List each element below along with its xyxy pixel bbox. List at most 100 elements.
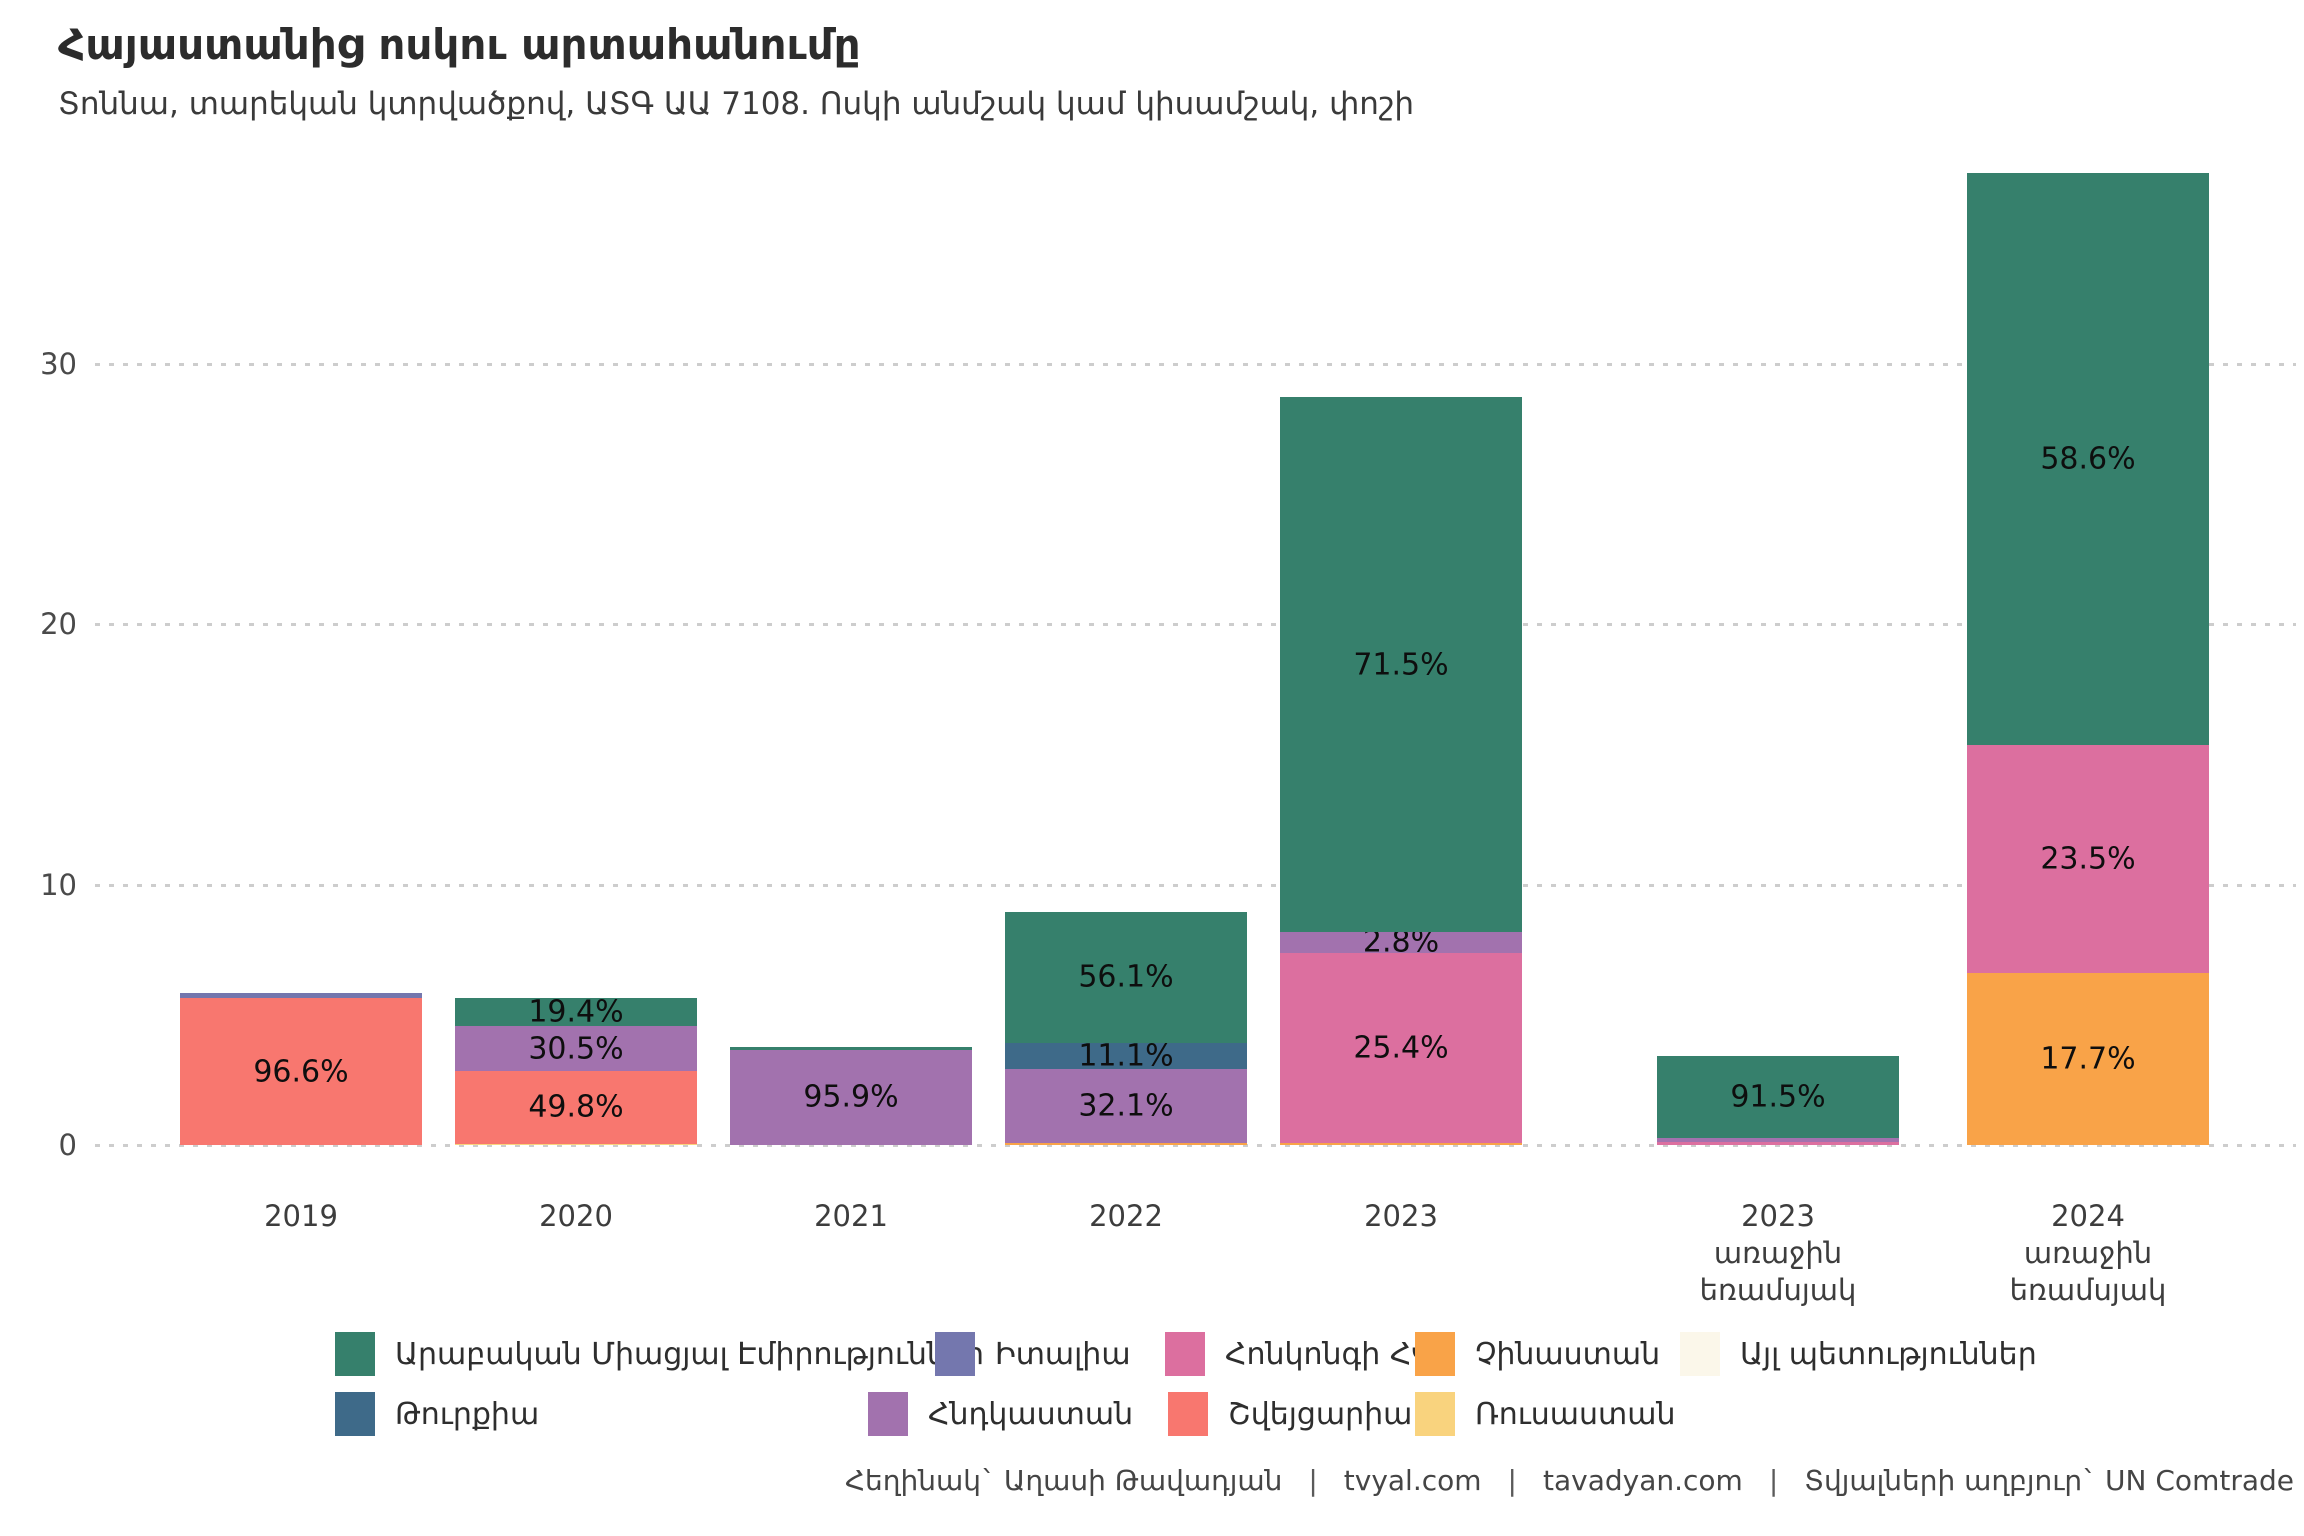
bar-segment-2020-uae (455, 998, 697, 1027)
legend-label-italy: Իտալիա (995, 1336, 1131, 1372)
x-axis-label-2024-first-half: 2024 առաջին եռամսյակ (2010, 1198, 2167, 1309)
bar-segment-2023-india (1280, 931, 1522, 953)
x-axis-label-line: եռամսյակ (2009, 1273, 2167, 1307)
gridline-20 (95, 623, 2296, 626)
legend-item-hongkong: Հոնկոնգի ՀՎՇ (1165, 1331, 1457, 1377)
bar-segment-2022-turkey (1005, 1042, 1247, 1069)
x-axis-label-line: 2023 (1364, 1199, 1438, 1233)
chart-title: Հայաստանից ոսկու արտահանումը (58, 20, 861, 69)
x-axis-label-line: 2023 (1741, 1199, 1815, 1233)
legend-swatch-hongkong (1165, 1332, 1205, 1376)
footer-link-tvyal[interactable]: tvyal.com (1343, 1464, 1482, 1497)
legend-item-russia: Ռուսաստան (1415, 1391, 1676, 1437)
segment-label-2020-switzerland: 49.8% (528, 1089, 624, 1125)
segment-label-2022-india: 32.1% (1078, 1088, 1174, 1124)
segment-label-2019-switzerland: 96.6% (253, 1054, 349, 1090)
bar-segment-2023-china (1280, 1142, 1522, 1145)
bar-segment-2020-switzerland (455, 1071, 697, 1144)
footer-author: Հեղինակ` Աղասի Թավադյան (844, 1464, 1283, 1497)
x-axis-label-2020: 2020 (539, 1198, 613, 1235)
bar-segment-2023-first-half-india (1657, 1137, 1899, 1142)
bar-segment-2024-first-half-uae (1967, 173, 2209, 745)
segment-label-2024-first-half-uae: 58.6% (2040, 441, 2136, 477)
x-axis-label-line: առաջին (1713, 1236, 1843, 1270)
bar-segment-2024-first-half-hongkong (1967, 744, 2209, 974)
x-axis-label-line: 2024 (2051, 1199, 2125, 1233)
segment-label-2022-uae: 56.1% (1078, 959, 1174, 995)
legend-swatch-uae (335, 1332, 375, 1376)
bar-segment-2022-china (1005, 1143, 1247, 1145)
x-axis-label-line: 2022 (1089, 1199, 1163, 1233)
y-axis-tick-10: 10 (40, 867, 77, 902)
legend-label-china: Չինաստան (1475, 1336, 1661, 1372)
y-axis-tick-30: 30 (40, 346, 77, 381)
legend-swatch-china (1415, 1332, 1455, 1376)
legend-label-other: Այլ պետություններ (1740, 1336, 2037, 1372)
legend-label-russia: Ռուսաստան (1475, 1396, 1676, 1432)
footer: Հեղինակ` Աղասի Թավադյան | tvyal.com | ta… (845, 1464, 2294, 1497)
bar-segment-2021-uae (730, 1047, 972, 1050)
segment-label-2020-uae: 19.4% (528, 994, 624, 1030)
bar-segment-2023-first-half-hongkong (1657, 1141, 1899, 1145)
footer-separator: | (1308, 1464, 1318, 1497)
legend-label-turkey: Թուրքիա (395, 1396, 540, 1432)
chart-subtitle: Տոննա, տարեկան կտրվածքով, ԱՏԳ ԱԱ 7108. Ո… (58, 86, 1415, 122)
legend-item-italy: Իտալիա (935, 1331, 1131, 1377)
footer-data-source: Տվյալների աղբյուր` UN Comtrade (1804, 1464, 2294, 1497)
footer-link-tavadyan[interactable]: tavadyan.com (1542, 1464, 1743, 1497)
legend-swatch-switzerland (1168, 1392, 1208, 1436)
footer-separator: | (1507, 1464, 1517, 1497)
gridline-10 (95, 883, 2296, 887)
gridline-30 (95, 362, 2296, 366)
x-axis-label-line: առաջին (2023, 1236, 2153, 1270)
bar-segment-2020-russia (455, 1143, 697, 1145)
legend-label-switzerland: Շվեյցարիա (1228, 1396, 1413, 1432)
legend-swatch-other (1680, 1332, 1720, 1376)
bar-segment-2024-first-half-china (1967, 973, 2209, 1145)
x-axis-label-2023: 2023 (1364, 1198, 1438, 1235)
legend-label-uae: Արաբական Միացյալ Էմիրություններ (395, 1336, 984, 1372)
gridline-0 (95, 1144, 2296, 1147)
legend-item-china: Չինաստան (1415, 1331, 1660, 1377)
x-axis-label-line: 2019 (264, 1199, 338, 1233)
segment-label-2021-india: 95.9% (803, 1079, 899, 1115)
bar-segment-2022-india (1005, 1068, 1247, 1144)
x-axis-label-line: 2020 (539, 1199, 613, 1233)
legend-label-india: Հնդկաստան (928, 1396, 1134, 1432)
legend-item-switzerland: Շվեյցարիա (1168, 1391, 1412, 1437)
x-axis-label-line: եռամսյակ (1699, 1273, 1857, 1307)
legend-item-uae: Արաբական Միացյալ Էմիրություններ (335, 1331, 984, 1377)
bar-segment-2022-uae (1005, 912, 1247, 1043)
legend-item-other: Այլ պետություններ (1680, 1331, 2037, 1377)
legend-swatch-italy (935, 1332, 975, 1376)
segment-label-2022-turkey: 11.1% (1078, 1038, 1174, 1074)
bar-segment-2021-india (730, 1049, 972, 1145)
x-axis-label-2021: 2021 (814, 1198, 888, 1235)
legend-swatch-russia (1415, 1392, 1455, 1436)
bar-segment-2023-uae (1280, 397, 1522, 932)
x-axis-label-2019: 2019 (264, 1198, 338, 1235)
x-axis-label-2022: 2022 (1089, 1198, 1163, 1235)
x-axis-label-2023-first-half: 2023 առաջին եռամսյակ (1700, 1198, 1857, 1309)
segment-label-2020-india: 30.5% (528, 1031, 624, 1067)
y-axis-tick-20: 20 (40, 607, 77, 641)
bar-segment-2019-italy (180, 993, 422, 999)
bar-segment-2023-hongkong (1280, 952, 1522, 1143)
x-axis-label-line: 2021 (814, 1199, 888, 1233)
legend-swatch-india (868, 1392, 908, 1436)
legend-item-turkey: Թուրքիա (335, 1391, 539, 1437)
segment-label-2024-first-half-china: 17.7% (2040, 1041, 2136, 1077)
segment-label-2024-first-half-hongkong: 23.5% (2040, 841, 2136, 877)
y-axis-tick-0: 0 (58, 1128, 77, 1162)
legend-item-india: Հնդկաստան (868, 1391, 1133, 1437)
legend-swatch-turkey (335, 1392, 375, 1436)
segment-label-2023-first-half-uae: 91.5% (1730, 1079, 1826, 1115)
segment-label-2023-uae: 71.5% (1353, 647, 1449, 683)
bar-segment-2023-first-half-uae (1657, 1055, 1899, 1138)
segment-label-2023-hongkong: 25.4% (1353, 1030, 1449, 1066)
bar-segment-2019-switzerland (180, 998, 422, 1145)
footer-separator: | (1768, 1464, 1779, 1497)
bar-segment-2020-india (455, 1026, 697, 1071)
